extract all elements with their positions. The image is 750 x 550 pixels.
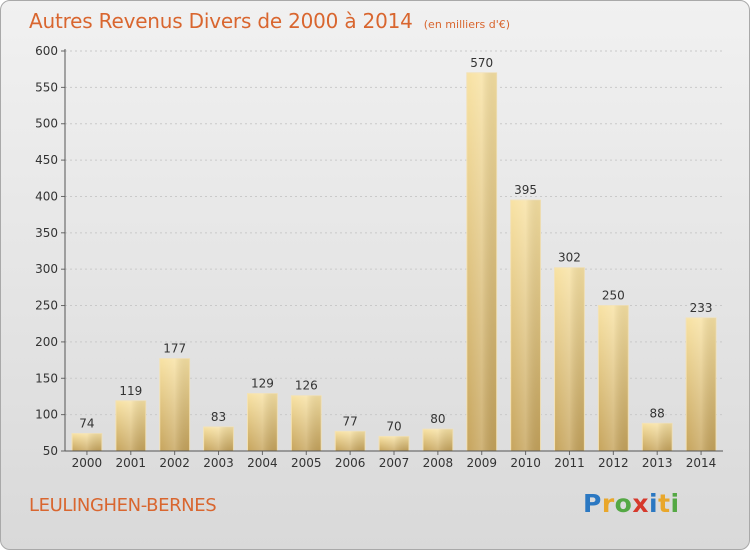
data-label: 80 xyxy=(430,412,445,426)
data-label: 83 xyxy=(211,410,226,424)
logo-letter: P xyxy=(583,489,602,518)
data-label: 70 xyxy=(386,419,401,433)
bar-shine-2010 xyxy=(510,200,541,451)
bar-shine-2012 xyxy=(598,305,629,451)
x-tick-label: 2013 xyxy=(642,456,673,470)
logo-letter: x xyxy=(632,489,649,518)
bar-shine-2000 xyxy=(72,433,102,451)
y-tick-label: 150 xyxy=(35,371,58,385)
y-tick-label: 500 xyxy=(35,117,58,131)
data-label: 126 xyxy=(295,379,318,393)
y-tick-label: 350 xyxy=(35,226,58,240)
commune-name: LEULINGHEN-BERNES xyxy=(29,495,217,516)
x-tick-label: 2000 xyxy=(72,456,103,470)
logo-letter: r xyxy=(601,489,615,518)
bar-shine-2014 xyxy=(686,317,716,451)
data-label: 250 xyxy=(602,289,625,303)
logo-letter: t xyxy=(658,489,671,518)
data-label: 88 xyxy=(650,406,665,420)
bar-shine-2005 xyxy=(291,395,322,451)
logo-letter: i xyxy=(670,489,680,518)
x-tick-label: 2001 xyxy=(116,456,147,470)
data-label: 77 xyxy=(342,414,357,428)
y-tick-label: 100 xyxy=(35,408,58,422)
bar-shine-2006 xyxy=(335,431,366,451)
x-tick-label: 2011 xyxy=(554,456,585,470)
x-tick-label: 2006 xyxy=(335,456,366,470)
data-label: 177 xyxy=(163,342,186,356)
x-tick-label: 2014 xyxy=(686,456,717,470)
x-tick-label: 2005 xyxy=(291,456,322,470)
y-tick-label: 600 xyxy=(35,44,58,58)
y-tick-label: 550 xyxy=(35,80,58,94)
bar-shine-2007 xyxy=(379,436,409,451)
x-tick-label: 2008 xyxy=(423,456,454,470)
data-label: 119 xyxy=(119,384,142,398)
bar-shine-2001 xyxy=(115,400,146,451)
data-label: 570 xyxy=(470,56,493,70)
x-tick-label: 2002 xyxy=(159,456,190,470)
data-label: 74 xyxy=(79,417,94,431)
chart-title-block: Autres Revenus Divers de 2000 à 2014 (en… xyxy=(29,9,510,33)
x-tick-label: 2004 xyxy=(247,456,278,470)
bar-shine-2004 xyxy=(247,393,278,451)
y-tick-label: 450 xyxy=(35,153,58,167)
y-tick-label: 300 xyxy=(35,262,58,276)
x-tick-label: 2007 xyxy=(379,456,410,470)
bar-shine-2002 xyxy=(159,358,190,451)
bar-shine-2003 xyxy=(203,427,234,451)
bar-shine-2013 xyxy=(642,423,673,451)
bar-shine-2008 xyxy=(422,429,453,451)
y-tick-label: 200 xyxy=(35,335,58,349)
bar-shine-2011 xyxy=(554,267,585,451)
chart-subtitle: (en milliers d'€) xyxy=(423,18,511,31)
x-tick-label: 2003 xyxy=(203,456,234,470)
x-tick-label: 2012 xyxy=(598,456,629,470)
data-label: 395 xyxy=(514,183,537,197)
data-label: 233 xyxy=(690,301,713,315)
logo-letter: i xyxy=(649,489,659,518)
bar-shine-2009 xyxy=(466,72,497,452)
logo-letter: o xyxy=(614,489,633,518)
chart-title: Autres Revenus Divers de 2000 à 2014 xyxy=(29,9,413,33)
x-tick-label: 2009 xyxy=(466,456,497,470)
data-label: 302 xyxy=(558,251,581,265)
y-tick-label: 400 xyxy=(35,189,58,203)
data-label: 129 xyxy=(251,377,274,391)
proxiti-logo: Proxiti xyxy=(583,489,680,518)
y-tick-label: 50 xyxy=(43,444,58,458)
y-tick-label: 250 xyxy=(35,299,58,313)
x-tick-label: 2010 xyxy=(510,456,541,470)
